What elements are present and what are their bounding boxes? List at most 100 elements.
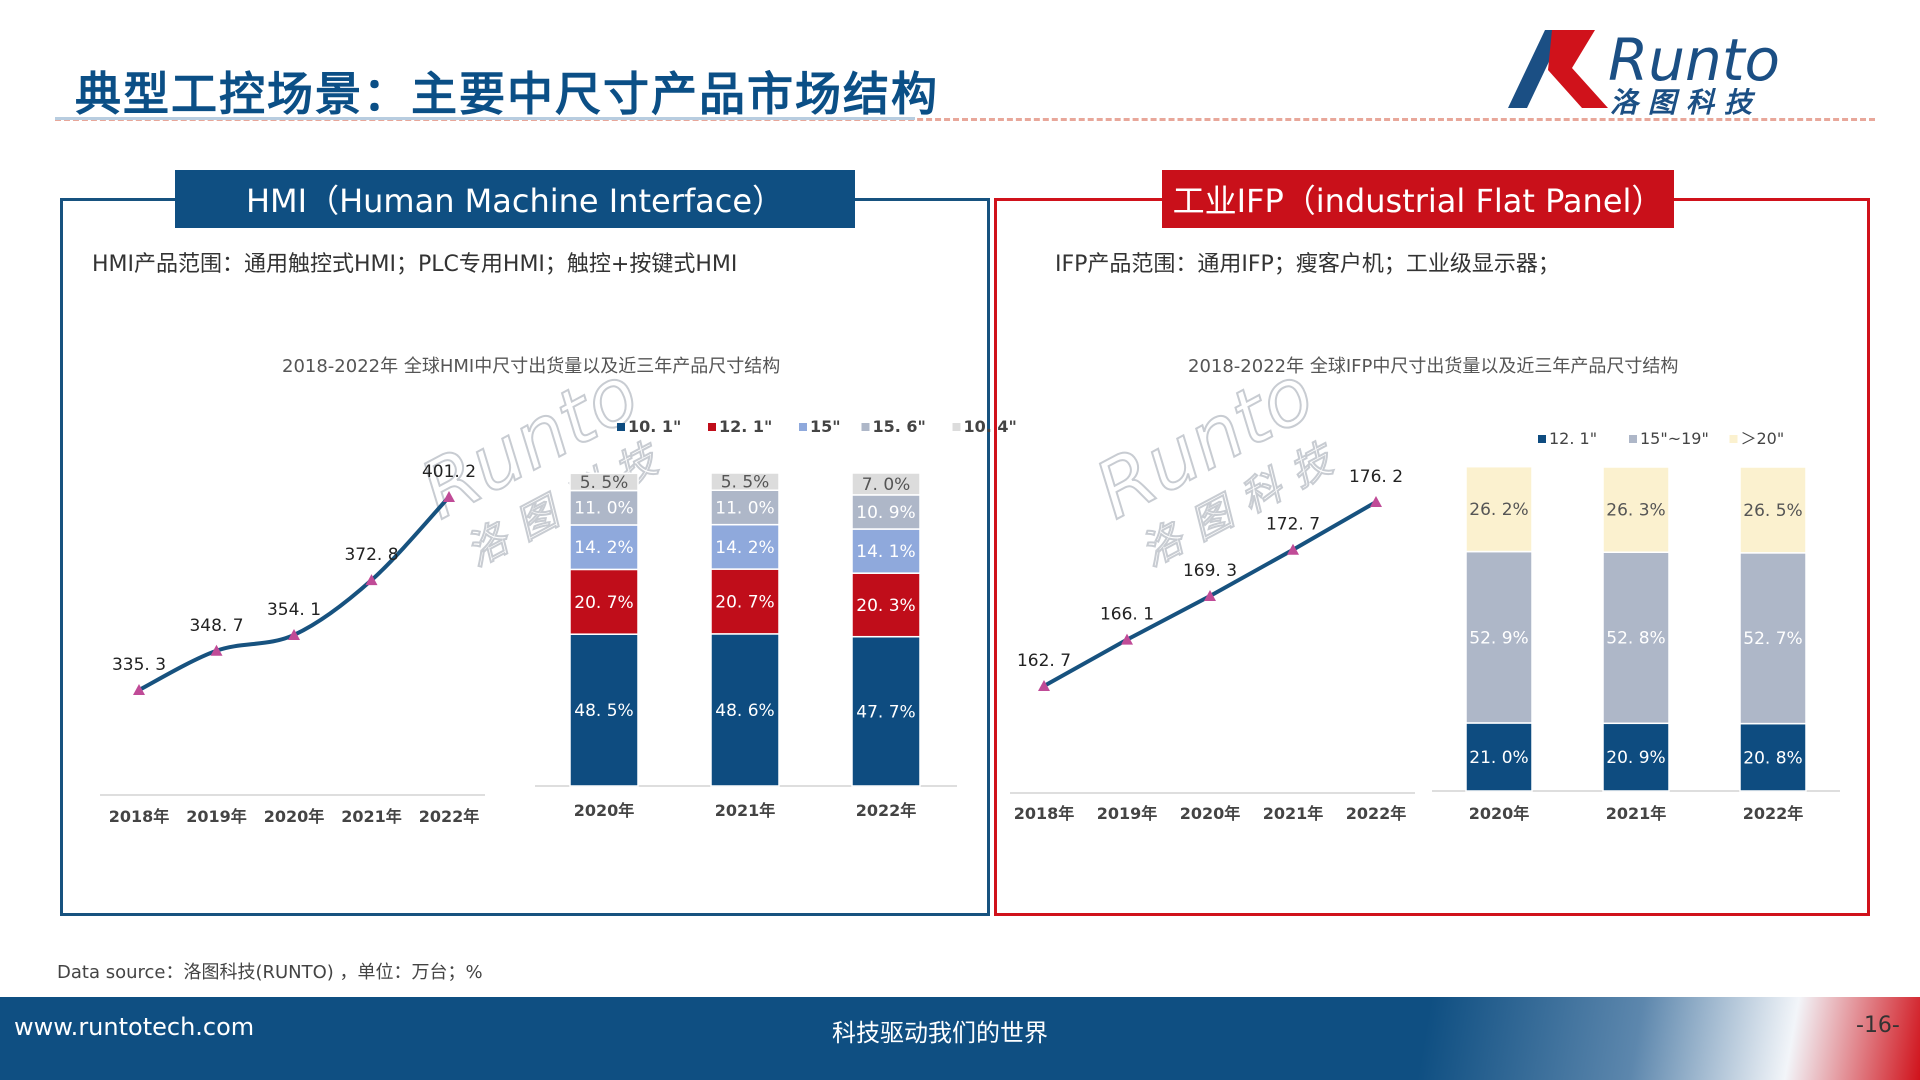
bar-data-label: 52. 9%: [1469, 628, 1528, 648]
legend-label: 15": [810, 417, 841, 436]
bar-data-label: 47. 7%: [856, 702, 915, 722]
bar-data-label: 5. 5%: [721, 473, 770, 493]
bar-data-label: 26. 5%: [1743, 501, 1802, 521]
watermark-ifp: Runto 洛图科技: [1081, 348, 1355, 577]
legend-swatch: [799, 423, 807, 431]
line-x-tick-label: 2019年: [1097, 804, 1158, 823]
bar-segment: [1739, 552, 1807, 725]
footer-url-link[interactable]: www.runtotech.com: [14, 1013, 255, 1041]
line-data-label: 401. 2: [422, 462, 476, 482]
legend-swatch: [708, 423, 716, 431]
bar-data-label: 20. 7%: [574, 593, 633, 613]
line-data-label: 372. 8: [344, 545, 398, 565]
runto-logo-mark: [1508, 30, 1608, 108]
hmi-scope: HMI产品范围：通用触控式HMI；PLC专用HMI；触控+按键式HMI: [92, 252, 738, 277]
bar-segment: [851, 494, 921, 530]
runto-logo: Runto 洛图科技: [1508, 26, 1780, 118]
bar-data-label: 10. 9%: [856, 503, 915, 523]
bar-data-label: 5. 5%: [580, 473, 629, 493]
bar-data-label: 11. 0%: [574, 499, 633, 519]
bar-segment: [569, 489, 639, 526]
line-point: [210, 644, 223, 656]
ifp-chart-title: 2018-2022年 全球IFP中尺寸出货量以及近三年产品尺寸结构: [1188, 356, 1679, 377]
hmi-chart-title: 2018-2022年 全球HMI中尺寸出货量以及近三年产品尺寸结构: [282, 356, 781, 377]
page-number: -16-: [1856, 1013, 1900, 1038]
line-x-tick-label: 2021年: [341, 807, 402, 826]
bar-segment: [710, 633, 780, 787]
line-data-label: 162. 7: [1017, 651, 1071, 671]
bar-segment: [1465, 465, 1533, 553]
bar-segment: [710, 523, 780, 570]
line-data-label: 354. 1: [267, 600, 321, 620]
bar-x-tick-label: 2020年: [1469, 804, 1530, 823]
runto-logo-cn: 洛图科技: [1610, 86, 1762, 118]
hmi-line-chart: 335. 3 2018年 348. 7 2019年 354. 1 2020年 372. 8 2…: [100, 462, 485, 826]
line-x-tick-label: 2019年: [186, 807, 247, 826]
bar-data-label: 14. 2%: [574, 538, 633, 558]
line-point: [365, 574, 378, 586]
line-series: [138, 495, 451, 692]
bar-segment: [569, 633, 639, 787]
line-data-label: 335. 3: [112, 655, 166, 675]
line-x-tick-label: 2022年: [1346, 804, 1407, 823]
legend-label: 12. 1": [719, 417, 772, 436]
line-data-label: 176. 2: [1349, 467, 1403, 487]
legend-swatch: [1538, 435, 1546, 443]
line-x-tick-label: 2018年: [109, 807, 170, 826]
bar-data-label: 11. 0%: [715, 498, 774, 518]
bar-data-label: 7. 0%: [862, 475, 911, 495]
bar-x-tick-label: 2021年: [715, 801, 776, 820]
legend-label: ＞20": [1741, 429, 1785, 448]
legend-swatch: [1629, 435, 1637, 443]
line-point: [1038, 680, 1050, 691]
bar-x-tick-label: 2022年: [1743, 804, 1804, 823]
line-point: [1370, 496, 1382, 507]
ifp-bar-chart: 21. 0% 52. 9% 26. 2% 2020年 20. 9% 52. 8% 26. 3…: [1432, 429, 1840, 823]
bar-segment: [569, 568, 639, 635]
line-x-tick-label: 2018年: [1014, 804, 1075, 823]
bar-segment: [710, 568, 780, 635]
ifp-heading: 工业IFP（industrial Flat Panel）: [1162, 170, 1674, 228]
bar-segment: [1739, 722, 1807, 792]
bar-data-label: 48. 5%: [574, 701, 633, 721]
bar-segment: [569, 472, 639, 492]
legend-label: 15"~19": [1640, 429, 1709, 448]
bar-x-tick-label: 2020年: [574, 801, 635, 820]
bar-data-label: 48. 6%: [715, 701, 774, 721]
line-point: [1121, 633, 1133, 645]
bar-data-label: 26. 2%: [1469, 500, 1528, 520]
bar-data-label: 52. 8%: [1606, 629, 1665, 649]
bar-data-label: 14. 2%: [715, 538, 774, 558]
page-title: 典型工控场景：主要中尺寸产品市场结构: [75, 67, 939, 121]
bar-segment: [569, 524, 639, 571]
bar-data-label: 20. 7%: [715, 592, 774, 612]
hmi-bar-chart: 48. 5% 20. 7% 14. 2% 11. 0% 5. 5% 2020年 48. 6%…: [535, 417, 1017, 820]
line-x-tick-label: 2020年: [264, 807, 325, 826]
bar-segment: [851, 528, 921, 574]
bar-data-label: 14. 1%: [856, 542, 915, 562]
bar-segment: [1739, 466, 1807, 554]
bar-segment: [710, 472, 780, 491]
data-source-note: Data source：洛图科技(RUNTO) ，单位：万台；%: [57, 962, 483, 983]
bar-x-tick-label: 2021年: [1606, 804, 1667, 823]
line-data-label: 169. 3: [1183, 561, 1237, 581]
legend-swatch: [617, 423, 625, 431]
bar-data-label: 20. 8%: [1743, 748, 1802, 768]
bar-data-label: 20. 9%: [1606, 748, 1665, 768]
runto-logo-text: Runto: [1608, 26, 1780, 94]
line-data-label: 172. 7: [1266, 515, 1320, 535]
bar-data-label: 52. 7%: [1743, 629, 1802, 649]
ifp-scope: IFP产品范围：通用IFP；瘦客户机；工业级显示器；: [1055, 252, 1560, 277]
line-x-tick-label: 2020年: [1180, 804, 1241, 823]
line-data-label: 348. 7: [189, 616, 243, 636]
legend-label: 10. 1": [628, 417, 681, 436]
ifp-line-chart: 162. 7 2018年 166. 1 2019年 169. 3 2020年 172. 7 2…: [1010, 467, 1415, 823]
bar-segment: [710, 489, 780, 526]
bar-segment: [851, 635, 921, 787]
line-point: [1204, 590, 1216, 602]
bar-x-tick-label: 2022年: [856, 801, 917, 820]
bar-data-label: 26. 3%: [1606, 501, 1665, 521]
bar-segment: [1602, 466, 1670, 553]
line-point: [133, 684, 145, 695]
